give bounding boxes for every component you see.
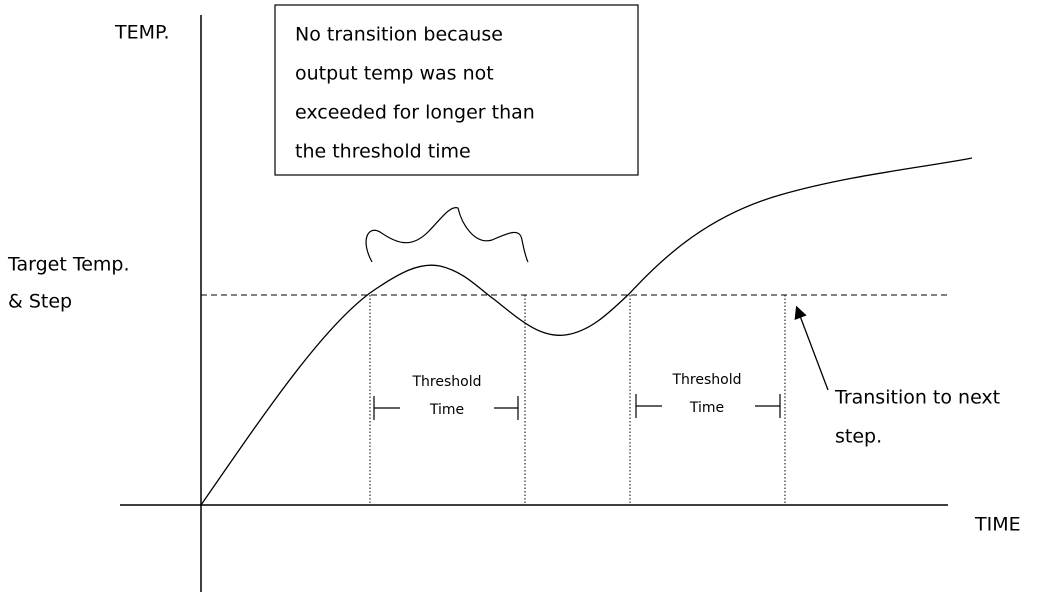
note-text: No transition because — [295, 24, 503, 46]
threshold-bracket — [373, 396, 519, 420]
x-axis-label: TIME — [974, 514, 1021, 536]
threshold-label: Time — [689, 400, 724, 416]
note-text: the threshold time — [295, 141, 471, 163]
brace — [365, 207, 529, 263]
target-label: & Step — [8, 291, 72, 313]
note-box — [274, 4, 639, 176]
threshold-label: Threshold — [672, 372, 742, 388]
note-text: exceeded for longer than — [295, 102, 535, 124]
transition-arrow — [794, 305, 829, 391]
threshold-bracket — [635, 394, 781, 418]
threshold-label: Time — [429, 402, 464, 418]
transition-label: Transition to next — [834, 387, 1000, 409]
y-axis-label: TEMP. — [114, 22, 170, 44]
note-text: output temp was not — [295, 63, 494, 85]
transition-label: step. — [835, 426, 882, 448]
target-label: Target Temp. — [7, 254, 130, 276]
threshold-label: Threshold — [412, 374, 482, 390]
threshold-markers — [369, 295, 786, 505]
temperature-curve — [200, 157, 973, 506]
